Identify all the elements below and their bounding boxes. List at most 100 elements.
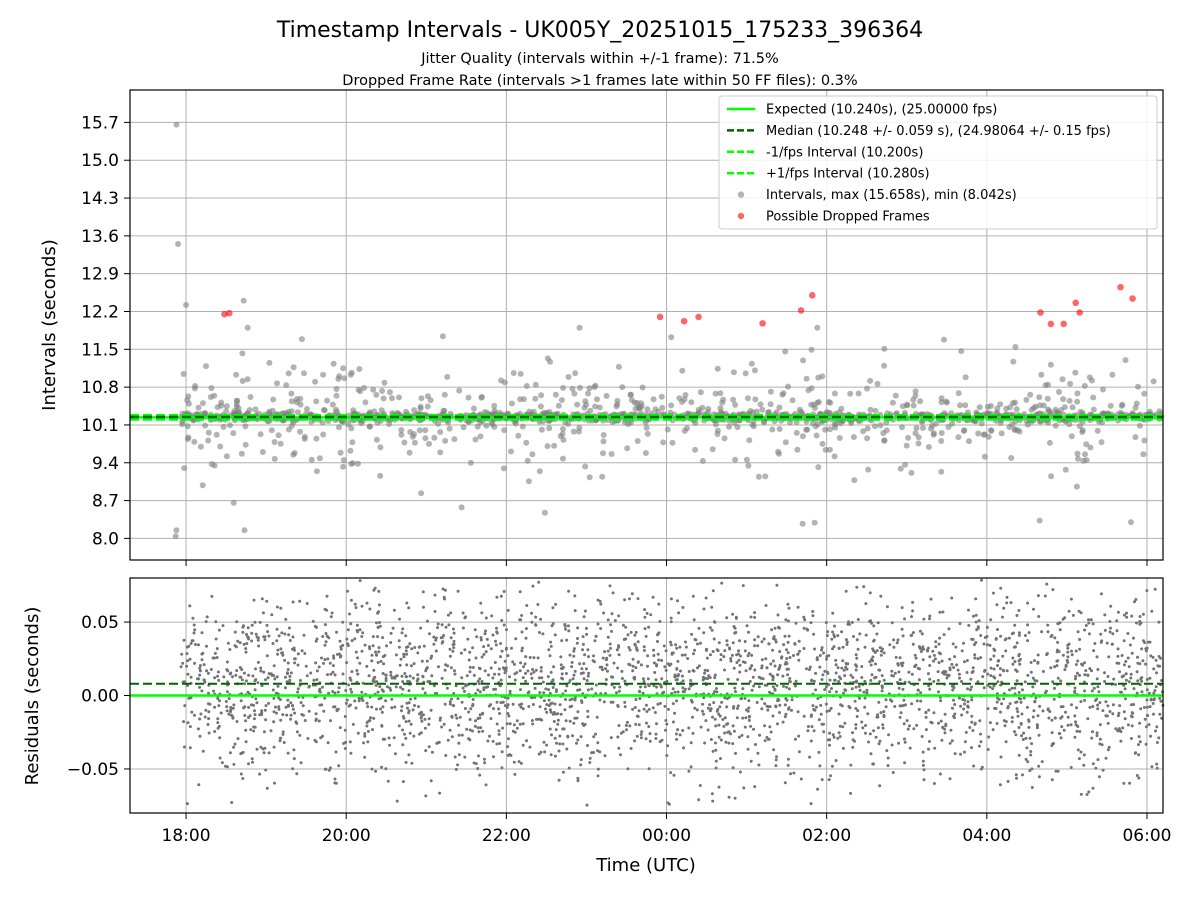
interval-point: [586, 385, 593, 392]
residual-point: [408, 680, 412, 684]
residual-point: [854, 668, 858, 672]
residual-point: [945, 676, 949, 680]
residual-point: [943, 731, 947, 735]
residual-point: [842, 668, 846, 672]
interval-point: [195, 404, 202, 411]
residual-point: [314, 661, 318, 665]
residual-point: [497, 729, 501, 733]
interval-point: [642, 450, 649, 456]
residual-point: [462, 689, 466, 693]
residual-point: [1094, 699, 1097, 702]
residual-point: [467, 658, 471, 662]
residual-point: [733, 686, 737, 690]
residual-point: [671, 702, 675, 706]
residual-point: [549, 670, 553, 674]
residual-point: [573, 696, 577, 700]
residual-point: [521, 676, 525, 680]
residual-point: [896, 663, 900, 667]
residual-point: [1067, 609, 1071, 613]
residual-point: [691, 594, 695, 598]
interval-point: [721, 435, 728, 442]
residual-point: [1036, 714, 1040, 718]
residual-point: [903, 617, 906, 621]
residual-point: [555, 688, 558, 692]
residual-point: [843, 674, 847, 678]
residual-point: [1148, 640, 1152, 644]
residual-point: [634, 722, 638, 726]
residual-point: [669, 771, 673, 775]
residual-point: [182, 745, 186, 749]
residual-point: [292, 646, 296, 650]
residual-point: [323, 643, 327, 647]
residual-point: [324, 767, 328, 771]
residual-point: [355, 669, 359, 672]
residual-point: [898, 704, 902, 708]
interval-point: [498, 377, 505, 384]
residual-point: [1037, 733, 1041, 737]
residual-point: [778, 703, 782, 707]
residual-point: [697, 626, 701, 630]
residual-point: [975, 628, 979, 632]
residual-point: [1040, 630, 1044, 634]
residual-point: [1115, 619, 1119, 623]
residual-point: [1104, 714, 1108, 718]
residual-point: [1087, 621, 1091, 625]
residual-point: [785, 698, 789, 702]
residual-point: [526, 691, 530, 695]
residual-point: [207, 717, 211, 721]
residual-point: [279, 718, 283, 722]
residual-point: [789, 772, 793, 776]
residual-point: [878, 668, 882, 672]
residual-point: [1003, 724, 1007, 728]
residual-point: [506, 753, 510, 757]
residual-point: [366, 740, 370, 744]
residual-point: [867, 740, 870, 744]
residual-point: [559, 712, 563, 716]
interval-point: [1060, 396, 1067, 403]
residual-point: [913, 665, 917, 668]
residual-point: [882, 715, 886, 719]
residual-point: [636, 597, 640, 601]
residual-point: [236, 639, 240, 643]
residual-point: [1053, 686, 1056, 690]
residual-point: [253, 713, 257, 717]
residual-point: [323, 658, 327, 662]
residual-point: [1127, 665, 1131, 669]
residual-point: [648, 739, 652, 743]
residual-point: [948, 668, 952, 672]
residual-point: [753, 644, 757, 648]
residual-point: [726, 677, 730, 681]
residual-point: [1130, 703, 1133, 707]
residual-point: [937, 661, 941, 665]
residual-point: [519, 661, 523, 665]
residual-point: [592, 735, 596, 739]
residual-point: [346, 589, 349, 593]
residual-point: [573, 716, 577, 720]
residual-point: [576, 738, 580, 742]
residual-point: [687, 769, 691, 773]
residual-point: [401, 780, 405, 784]
residual-point: [928, 664, 932, 667]
residual-point: [773, 687, 777, 691]
residual-point: [970, 698, 974, 702]
interval-point: [872, 407, 879, 414]
residual-point: [407, 753, 411, 757]
interval-point: [233, 371, 240, 378]
residual-point: [292, 748, 296, 752]
residual-point: [771, 659, 775, 663]
residual-point: [711, 650, 715, 653]
residual-point: [864, 602, 868, 606]
interval-point: [797, 408, 804, 415]
interval-point: [298, 336, 305, 343]
residual-point: [276, 652, 280, 656]
residual-point: [480, 680, 484, 683]
interval-point: [1059, 376, 1066, 383]
y-tick-label: 11.5: [81, 340, 119, 360]
interval-point: [815, 464, 822, 471]
residual-point: [874, 675, 878, 679]
residual-point: [639, 736, 643, 740]
interval-point: [634, 438, 641, 444]
residual-point: [377, 646, 381, 650]
residual-point: [217, 678, 221, 682]
residual-point: [1091, 730, 1094, 734]
